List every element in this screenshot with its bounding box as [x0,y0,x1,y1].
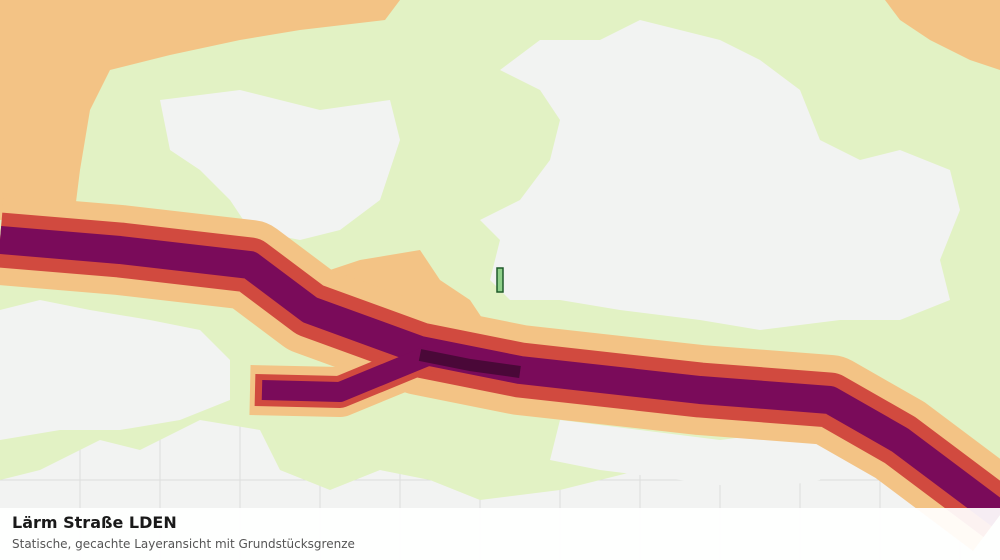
orange-area [0,0,400,220]
parcel-boundary [496,267,504,293]
quiet-area [0,300,230,440]
band-dark [418,349,521,378]
map-subtitle: Statische, gecachte Layeransicht mit Gru… [12,537,355,551]
road-noise-bands [0,195,1000,551]
orange-area [885,0,1000,70]
quiet-area [480,20,960,330]
band-purple [261,345,434,402]
caption-panel [0,508,1000,560]
quiet-area [160,90,400,240]
map-title: Lärm Straße LDEN [12,513,177,532]
